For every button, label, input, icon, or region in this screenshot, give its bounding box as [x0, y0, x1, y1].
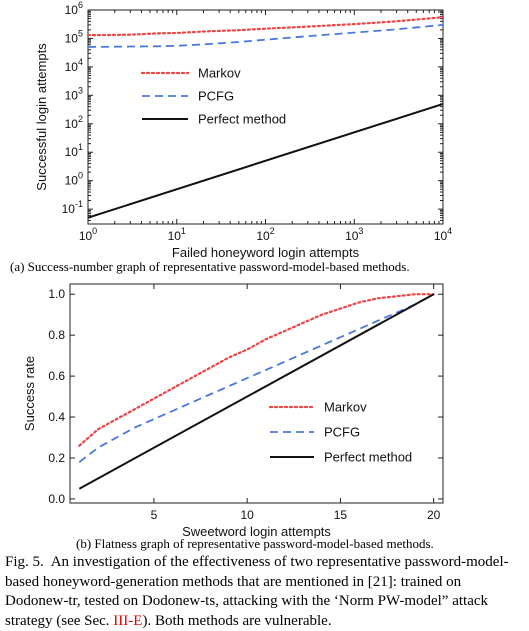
- subcaption-a: (a) Success-number graph of representati…: [10, 259, 410, 274]
- tick-label: 0.4: [48, 410, 65, 424]
- tick-label: 105: [65, 28, 83, 45]
- legend-entry: Markov: [198, 66, 241, 81]
- tick-exponent: 3: [358, 226, 363, 236]
- caption-text-before: An investigation of the effectiveness of…: [5, 554, 509, 629]
- tick-label: 102: [65, 114, 83, 131]
- tick-label: 104: [434, 226, 452, 243]
- y-axis-label: Success rate: [22, 356, 37, 431]
- legend-entry: Perfect method: [324, 450, 412, 465]
- tick-label: 101: [168, 226, 186, 243]
- tick-exponent: 3: [78, 85, 83, 95]
- tick-base: 10: [65, 174, 79, 188]
- tick-label: 1.0: [48, 287, 65, 301]
- series-line-markov: [78, 293, 435, 447]
- tick-label: 106: [65, 0, 83, 17]
- tick-base: 10: [256, 229, 270, 243]
- tick-label: 103: [65, 85, 83, 102]
- tick-label: 10-1: [62, 199, 83, 216]
- y-axis-label: Successful login attempts: [34, 43, 49, 191]
- tick-label: 15: [334, 508, 348, 522]
- tick-label: 100: [65, 171, 83, 188]
- tick-exponent: 1: [78, 142, 83, 152]
- legend-entry: Perfect method: [198, 112, 286, 127]
- tick-label: 0.2: [48, 451, 65, 465]
- tick-label: 0.0: [48, 492, 65, 506]
- subcaption-b: (b) Flatness graph of representative pas…: [76, 536, 434, 551]
- tick-label: 103: [345, 226, 363, 243]
- caption-label: Fig. 5.: [5, 554, 44, 570]
- tick-base: 10: [65, 88, 79, 102]
- caption-section-link[interactable]: III-E: [113, 612, 143, 629]
- series-line-pcfg: [78, 293, 435, 463]
- tick-label: 20: [427, 508, 441, 522]
- legend-entry: PCFG: [198, 89, 234, 104]
- tick-exponent: 0: [92, 226, 97, 236]
- tick-exponent: 4: [447, 226, 452, 236]
- series-line-pcfg: [87, 24, 444, 48]
- tick-base: 10: [65, 145, 79, 159]
- legend-entry: Markov: [324, 400, 367, 415]
- series-line-perfect-method: [78, 293, 435, 490]
- tick-exponent: -1: [75, 199, 83, 209]
- tick-label: 101: [65, 142, 83, 159]
- tick-exponent: 0: [78, 171, 83, 181]
- x-axis-label: Sweetword login attempts: [182, 524, 331, 539]
- tick-label: 10: [240, 508, 254, 522]
- legend-entry: PCFG: [324, 425, 360, 440]
- figure-caption: Fig. 5. An investigation of the effectiv…: [5, 553, 525, 631]
- tick-exponent: 2: [78, 114, 83, 124]
- tick-base: 10: [168, 229, 182, 243]
- series-line-perfect-method: [87, 102, 444, 219]
- tick-base: 10: [65, 31, 79, 45]
- tick-base: 10: [65, 60, 79, 74]
- caption-text-after: ). Both methods are vulnerable.: [142, 612, 332, 629]
- tick-base: 10: [65, 3, 79, 17]
- tick-base: 10: [62, 202, 76, 216]
- tick-exponent: 5: [78, 28, 83, 38]
- tick-label: 104: [65, 57, 83, 74]
- tick-label: 5: [151, 508, 158, 522]
- tick-exponent: 6: [78, 0, 83, 10]
- series-line-markov: [86, 16, 445, 37]
- tick-label: 102: [256, 226, 274, 243]
- tick-base: 10: [79, 229, 93, 243]
- tick-label: 0.8: [48, 328, 65, 342]
- chart-a: 100 101 102 103 10410-1100101102103104105106…: [34, 0, 452, 260]
- plot-frame: [69, 283, 444, 504]
- chart-b: 5 10 15 20 0.0 0.2 0.4 0.6 0.8 1.0 Sweetword login…: [22, 283, 444, 539]
- tick-base: 10: [434, 229, 448, 243]
- tick-base: 10: [345, 229, 359, 243]
- x-axis-label: Failed honeyword login attempts: [172, 245, 360, 260]
- tick-exponent: 2: [270, 226, 275, 236]
- tick-exponent: 4: [78, 57, 83, 67]
- tick-exponent: 1: [181, 226, 186, 236]
- tick-label: 0.6: [48, 369, 65, 383]
- tick-label: 100: [79, 226, 97, 243]
- tick-base: 10: [65, 117, 79, 131]
